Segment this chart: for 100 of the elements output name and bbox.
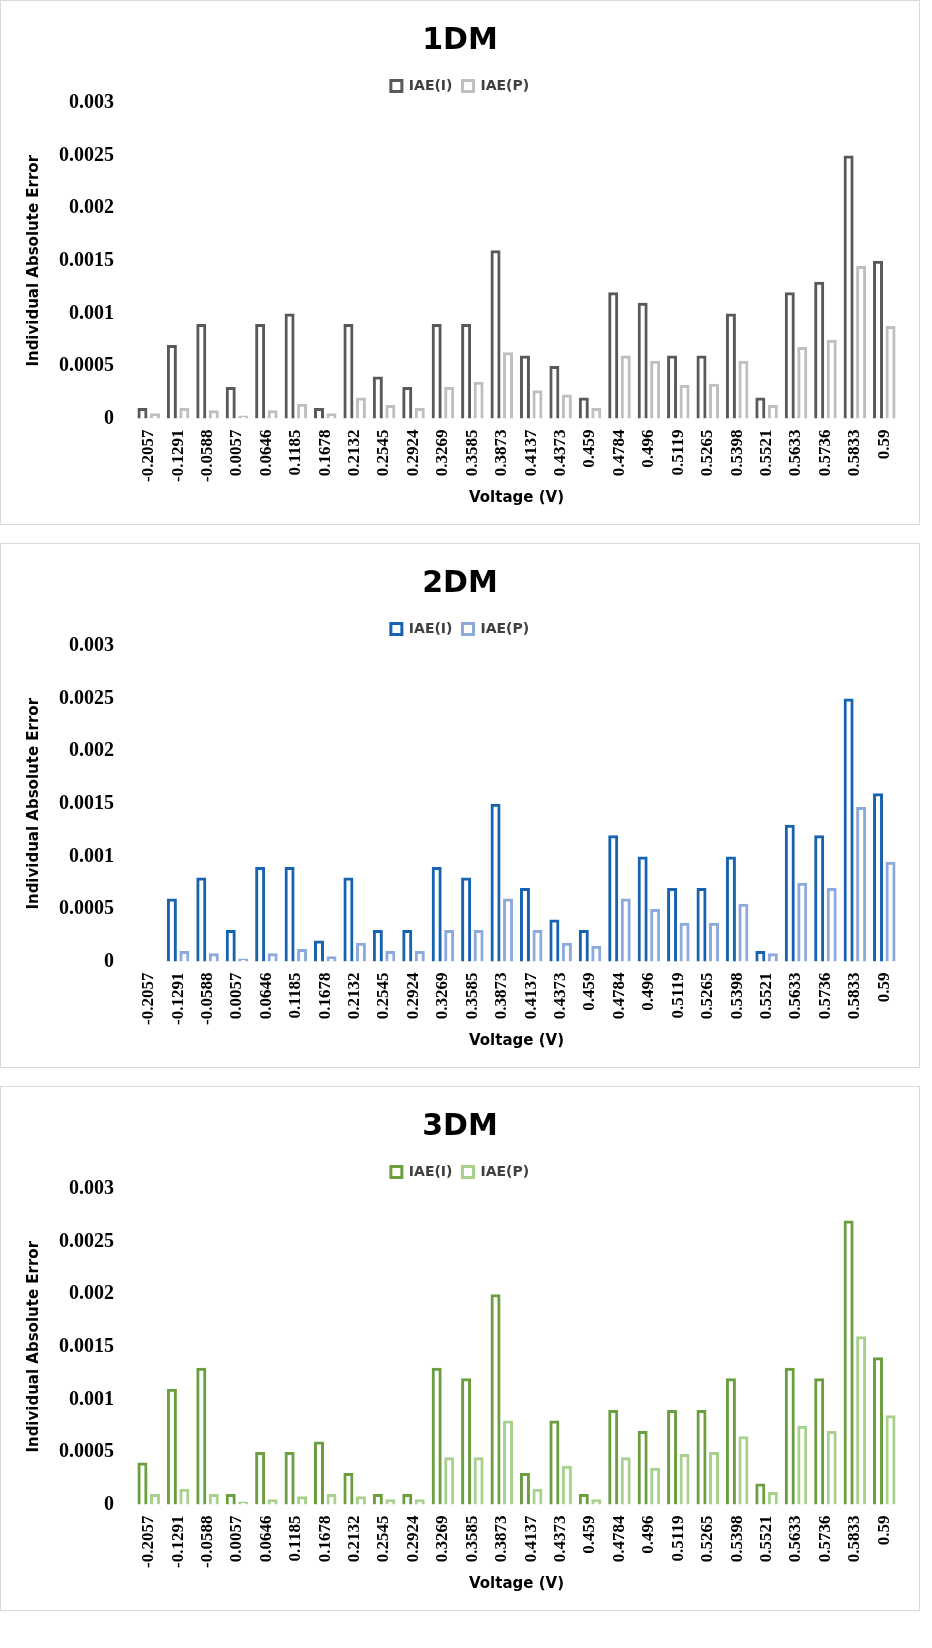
x-tick-label: 0.5398 xyxy=(726,429,746,477)
x-tick-label: 0.4784 xyxy=(608,1515,628,1563)
y-tick-label: 0 xyxy=(104,1491,114,1514)
x-tick-label: 0.59 xyxy=(873,429,893,460)
y-tick-label: 0.002 xyxy=(69,195,114,218)
x-tick-label: 0.3269 xyxy=(432,429,452,477)
x-tick-label: 0.0646 xyxy=(255,972,275,1020)
y-tick-label: 0.0005 xyxy=(59,896,114,919)
chart-title: 2DM xyxy=(422,563,498,599)
x-tick-label: -0.2057 xyxy=(138,1515,158,1569)
x-tick-label: 0.1678 xyxy=(314,429,334,477)
x-tick-label: 0.459 xyxy=(579,429,599,468)
x-tick-label: -0.1291 xyxy=(167,972,187,1026)
y-tick-label: 0.0025 xyxy=(59,142,114,165)
y-axis-title: Individual Absolute Error xyxy=(23,154,42,367)
chart-title: 1DM xyxy=(422,20,498,56)
y-axis-title: Individual Absolute Error xyxy=(23,1240,42,1453)
y-tick-label: 0.0015 xyxy=(59,790,114,813)
x-tick-label: -0.0588 xyxy=(196,1515,216,1569)
x-tick-label: 0.5833 xyxy=(844,429,864,477)
x-tick-label: 0.5398 xyxy=(726,1515,746,1563)
y-tick-label: 0.0015 xyxy=(59,247,114,270)
x-tick-label: 0.3585 xyxy=(461,429,481,477)
y-tick-label: 0.001 xyxy=(69,1386,114,1409)
x-tick-label: 0.5521 xyxy=(755,429,775,477)
x-tick-label: 0.4784 xyxy=(608,972,628,1020)
x-tick-label: 0.2545 xyxy=(373,972,393,1020)
x-tick-label: 0.459 xyxy=(579,972,599,1011)
x-tick-label: 0.5521 xyxy=(755,972,775,1020)
x-tick-label: 0.0646 xyxy=(255,429,275,477)
y-tick-label: 0.0015 xyxy=(59,1333,114,1356)
y-tick-label: 0.003 xyxy=(69,90,114,113)
x-tick-label: 0.5736 xyxy=(814,972,834,1020)
x-tick-label: 0.5833 xyxy=(844,972,864,1020)
x-tick-label: 0.3269 xyxy=(432,972,452,1020)
x-tick-label: 0.5265 xyxy=(697,972,717,1020)
x-tick-label: 0.1185 xyxy=(285,1515,305,1562)
x-tick-label: 0.4373 xyxy=(550,429,570,477)
x-tick-label: -0.2057 xyxy=(138,972,158,1026)
x-tick-label: 0.1185 xyxy=(285,972,305,1019)
x-tick-label: 0.2132 xyxy=(344,972,364,1020)
x-tick-label: 0.2545 xyxy=(373,1515,393,1563)
legend-label: IAE(I) xyxy=(408,619,453,636)
y-axis-title: Individual Absolute Error xyxy=(23,697,42,910)
y-tick-label: 0 xyxy=(104,405,114,428)
legend-label: IAE(P) xyxy=(480,76,530,93)
x-axis-title: Voltage (V) xyxy=(469,487,564,506)
x-tick-label: 0.59 xyxy=(873,1515,893,1546)
legend-label: IAE(P) xyxy=(480,619,530,636)
x-tick-label: 0.5119 xyxy=(667,1515,687,1562)
x-tick-label: -0.0588 xyxy=(196,972,216,1026)
x-tick-label: 0.3585 xyxy=(461,972,481,1020)
x-tick-label: 0.3873 xyxy=(491,972,511,1020)
x-tick-label: 0.459 xyxy=(579,1515,599,1554)
x-tick-label: 0.3585 xyxy=(461,1515,481,1563)
x-tick-label: 0.496 xyxy=(638,972,658,1011)
x-tick-label: 0.4373 xyxy=(550,1515,570,1563)
x-tick-label: 0.5633 xyxy=(785,429,805,477)
x-tick-label: 0.4784 xyxy=(608,429,628,477)
x-tick-label: 0.5736 xyxy=(814,1515,834,1563)
y-tick-label: 0.001 xyxy=(69,843,114,866)
x-tick-label: 0.5736 xyxy=(814,429,834,477)
y-tick-label: 0 xyxy=(104,948,114,971)
x-axis-title: Voltage (V) xyxy=(469,1573,564,1592)
y-tick-label: 0.0025 xyxy=(59,685,114,708)
x-tick-label: 0.5398 xyxy=(726,972,746,1020)
x-tick-label: 0.1185 xyxy=(285,429,305,476)
y-tick-label: 0.002 xyxy=(69,1281,114,1304)
x-tick-label: 0.0057 xyxy=(226,972,246,1020)
x-tick-label: 0.1678 xyxy=(314,972,334,1020)
y-tick-label: 0.0025 xyxy=(59,1228,114,1251)
x-tick-label: 0.5119 xyxy=(667,429,687,476)
x-tick-label: -0.2057 xyxy=(138,429,158,483)
x-tick-label: 0.2924 xyxy=(402,1515,422,1563)
x-tick-label: 0.5521 xyxy=(755,1515,775,1563)
x-tick-label: 0.0057 xyxy=(226,1515,246,1563)
x-tick-label: 0.2924 xyxy=(402,972,422,1020)
x-axis-title: Voltage (V) xyxy=(469,1030,564,1049)
x-tick-label: 0.2545 xyxy=(373,429,393,477)
x-tick-label: -0.1291 xyxy=(167,429,187,483)
x-tick-label: 0.4137 xyxy=(520,1515,540,1563)
x-tick-label: 0.496 xyxy=(638,1515,658,1554)
legend-label: IAE(P) xyxy=(480,1162,530,1179)
x-tick-label: 0.5119 xyxy=(667,972,687,1019)
y-tick-label: 0.0005 xyxy=(59,1439,114,1462)
y-tick-label: 0.0005 xyxy=(59,353,114,376)
x-tick-label: -0.1291 xyxy=(167,1515,187,1569)
x-tick-label: 0.59 xyxy=(873,972,893,1003)
x-tick-label: -0.0588 xyxy=(196,429,216,483)
x-tick-label: 0.5833 xyxy=(844,1515,864,1563)
y-tick-label: 0.002 xyxy=(69,738,114,761)
x-tick-label: 0.5265 xyxy=(697,1515,717,1563)
x-tick-label: 0.496 xyxy=(638,429,658,468)
x-tick-label: 0.5633 xyxy=(785,1515,805,1563)
x-tick-label: 0.4137 xyxy=(520,429,540,477)
x-tick-label: 0.3873 xyxy=(491,429,511,477)
chart-title: 3DM xyxy=(422,1106,498,1142)
x-tick-label: 0.2132 xyxy=(344,429,364,477)
y-tick-label: 0.001 xyxy=(69,300,114,323)
x-tick-label: 0.2132 xyxy=(344,1515,364,1563)
